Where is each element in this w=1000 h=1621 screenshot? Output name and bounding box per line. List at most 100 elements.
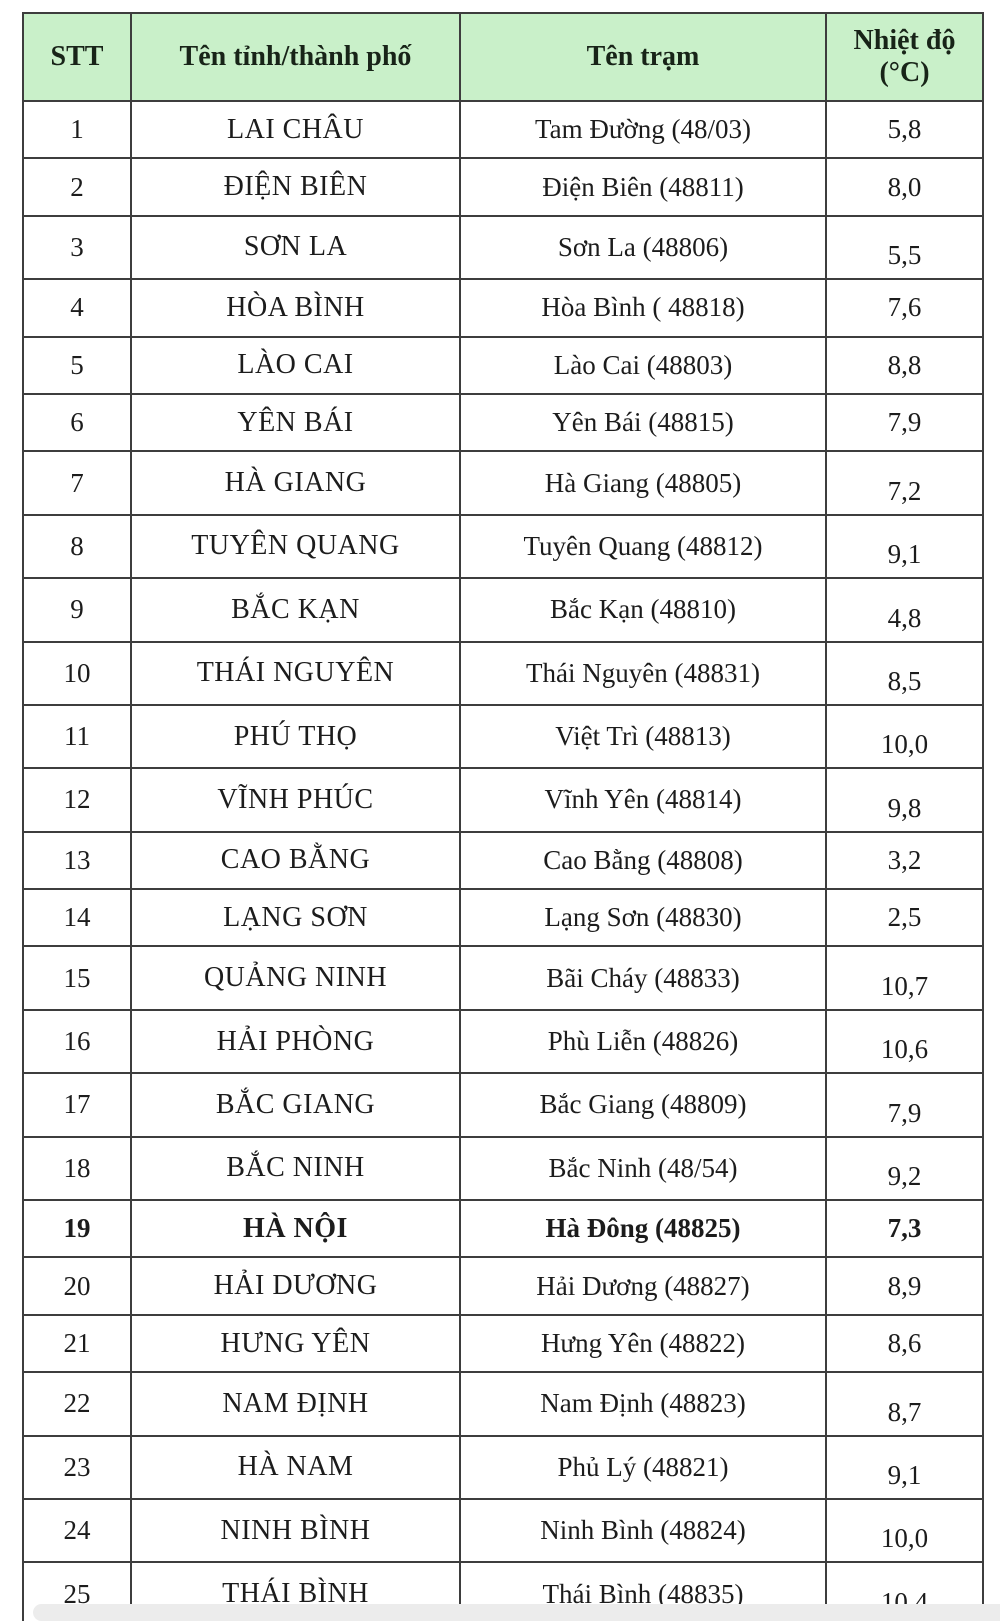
header-stt: STT xyxy=(22,12,132,102)
cell-stt: 6 xyxy=(22,392,132,453)
header-temperature-line1: Nhiệt độ xyxy=(853,24,956,56)
cell-province: BẮC KẠN xyxy=(130,577,461,643)
cell-stt: 16 xyxy=(22,1008,132,1075)
cell-stt: 23 xyxy=(22,1434,132,1500)
cell-station: Hòa Bình ( 48818) xyxy=(459,278,827,338)
cell-station: Nam Định (48823) xyxy=(459,1371,827,1437)
cell-province: HÀ NAM xyxy=(130,1434,461,1500)
header-province: Tên tỉnh/thành phố xyxy=(130,12,461,102)
cell-temperature: 8,6 xyxy=(825,1313,984,1374)
cell-station: Tuyên Quang (48812) xyxy=(459,513,827,580)
cell-temperature: 10,0 xyxy=(825,703,984,770)
table-row: 2 ĐIỆN BIÊN Điện Biên (48811) 8,0 xyxy=(22,157,984,217)
table-row: 21 HƯNG YÊN Hưng Yên (48822) 8,6 xyxy=(22,1313,984,1374)
cell-station: Tam Đường (48/03) xyxy=(459,99,827,160)
cell-station: Phù Liễn (48826) xyxy=(459,1008,827,1075)
cell-station: Bắc Ninh (48/54) xyxy=(459,1135,827,1202)
temperature-table: STT Tên tỉnh/thành phố Tên trạm Nhiệt độ… xyxy=(22,12,984,1621)
cell-station: Ninh Bình (48824) xyxy=(459,1497,827,1564)
table-row: 6 YÊN BÁI Yên Bái (48815) 7,9 xyxy=(22,392,984,453)
cell-temperature: 8,8 xyxy=(825,335,984,395)
cell-temperature: 7,2 xyxy=(825,450,984,516)
cell-station: Cao Bằng (48808) xyxy=(459,830,827,891)
cell-station: Hưng Yên (48822) xyxy=(459,1313,827,1374)
cell-province: BẮC NINH xyxy=(130,1135,461,1202)
header-temperature: Nhiệt độ (°C) xyxy=(825,12,984,102)
table-row: 23 HÀ NAM Phủ Lý (48821) 9,1 xyxy=(22,1434,984,1500)
cell-province: ĐIỆN BIÊN xyxy=(130,157,461,217)
cell-station: Lào Cai (48803) xyxy=(459,335,827,395)
cell-stt: 3 xyxy=(22,214,132,281)
cell-station: Bắc Giang (48809) xyxy=(459,1072,827,1138)
cell-stt: 14 xyxy=(22,888,132,948)
cell-station: Yên Bái (48815) xyxy=(459,392,827,453)
cell-province: HẢI PHÒNG xyxy=(130,1008,461,1075)
bottom-scrollbar-strip xyxy=(33,1604,1000,1621)
cell-province: LẠNG SƠN xyxy=(130,888,461,948)
cell-station: Thái Nguyên (48831) xyxy=(459,640,827,706)
cell-stt: 24 xyxy=(22,1497,132,1564)
cell-province: TUYÊN QUANG xyxy=(130,513,461,580)
cell-stt: 11 xyxy=(22,703,132,770)
cell-station: Điện Biên (48811) xyxy=(459,157,827,217)
cell-temperature: 10,6 xyxy=(825,1008,984,1075)
cell-station: Hải Dương (48827) xyxy=(459,1256,827,1316)
cell-temperature: 9,1 xyxy=(825,1434,984,1500)
table-row: 5 LÀO CAI Lào Cai (48803) 8,8 xyxy=(22,335,984,395)
cell-temperature: 8,9 xyxy=(825,1256,984,1316)
header-temperature-line2: (°C) xyxy=(879,57,930,88)
cell-province: LAI CHÂU xyxy=(130,99,461,160)
table-row: 14 LẠNG SƠN Lạng Sơn (48830) 2,5 xyxy=(22,888,984,948)
cell-stt: 22 xyxy=(22,1371,132,1437)
table-row: 12 VĨNH PHÚC Vĩnh Yên (48814) 9,8 xyxy=(22,767,984,833)
cell-stt: 9 xyxy=(22,577,132,643)
cell-station: Phủ Lý (48821) xyxy=(459,1434,827,1500)
cell-stt: 5 xyxy=(22,335,132,395)
table-row: 19 HÀ NỘI Hà Đông (48825) 7,3 xyxy=(22,1199,984,1259)
table-row: 11 PHÚ THỌ Việt Trì (48813) 10,0 xyxy=(22,703,984,770)
cell-province: NINH BÌNH xyxy=(130,1497,461,1564)
cell-temperature: 10,0 xyxy=(825,1497,984,1564)
header-station: Tên trạm xyxy=(459,12,827,102)
cell-temperature: 10,7 xyxy=(825,945,984,1011)
cell-temperature: 8,5 xyxy=(825,640,984,706)
cell-stt: 12 xyxy=(22,767,132,833)
cell-stt: 2 xyxy=(22,157,132,217)
cell-temperature: 9,8 xyxy=(825,767,984,833)
cell-temperature: 8,7 xyxy=(825,1371,984,1437)
cell-temperature: 7,6 xyxy=(825,278,984,338)
cell-station: Bãi Cháy (48833) xyxy=(459,945,827,1011)
cell-temperature: 5,8 xyxy=(825,99,984,160)
cell-temperature: 9,1 xyxy=(825,513,984,580)
cell-stt: 8 xyxy=(22,513,132,580)
cell-temperature: 7,9 xyxy=(825,392,984,453)
cell-province: YÊN BÁI xyxy=(130,392,461,453)
cell-temperature: 5,5 xyxy=(825,214,984,281)
table-row: 3 SƠN LA Sơn La (48806) 5,5 xyxy=(22,214,984,281)
cell-stt: 10 xyxy=(22,640,132,706)
table-row: 8 TUYÊN QUANG Tuyên Quang (48812) 9,1 xyxy=(22,513,984,580)
cell-station: Sơn La (48806) xyxy=(459,214,827,281)
cell-station: Bắc Kạn (48810) xyxy=(459,577,827,643)
cell-province: HÒA BÌNH xyxy=(130,278,461,338)
table-row: 20 HẢI DƯƠNG Hải Dương (48827) 8,9 xyxy=(22,1256,984,1316)
table-row: 16 HẢI PHÒNG Phù Liễn (48826) 10,6 xyxy=(22,1008,984,1075)
cell-temperature: 7,3 xyxy=(825,1199,984,1259)
cell-temperature: 4,8 xyxy=(825,577,984,643)
cell-stt: 25 xyxy=(22,1561,132,1621)
cell-temperature: 8,0 xyxy=(825,157,984,217)
cell-station: Việt Trì (48813) xyxy=(459,703,827,770)
cell-province: HÀ GIANG xyxy=(130,450,461,516)
cell-temperature: 9,2 xyxy=(825,1135,984,1202)
cell-province: THÁI NGUYÊN xyxy=(130,640,461,706)
cell-province: VĨNH PHÚC xyxy=(130,767,461,833)
cell-stt: 13 xyxy=(22,830,132,891)
cell-province: BẮC GIANG xyxy=(130,1072,461,1138)
table-row: 13 CAO BẰNG Cao Bằng (48808) 3,2 xyxy=(22,830,984,891)
table-row: 1 LAI CHÂU Tam Đường (48/03) 5,8 xyxy=(22,99,984,160)
cell-stt: 19 xyxy=(22,1199,132,1259)
cell-station: Hà Giang (48805) xyxy=(459,450,827,516)
cell-stt: 17 xyxy=(22,1072,132,1138)
cell-stt: 15 xyxy=(22,945,132,1011)
table-row: 4 HÒA BÌNH Hòa Bình ( 48818) 7,6 xyxy=(22,278,984,338)
